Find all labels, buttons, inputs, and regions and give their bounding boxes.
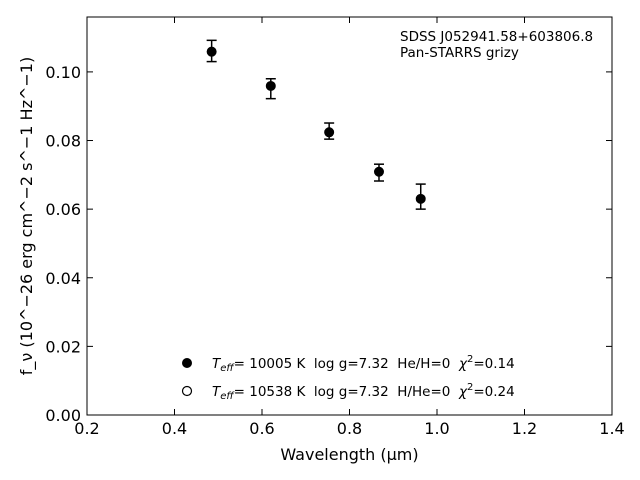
x-tick-label: 0.8: [337, 419, 362, 438]
y-tick-label: 0.08: [45, 132, 81, 151]
x-tick-label: 1.4: [599, 419, 624, 438]
legend-marker-open: [181, 385, 193, 397]
data-point: [265, 80, 276, 91]
y-tick-label: 0.00: [45, 406, 81, 425]
y-tick-label: 0.06: [45, 200, 81, 219]
x-tick-label: 1.2: [512, 419, 537, 438]
x-axis-label: Wavelength (μm): [280, 445, 418, 464]
data-point: [415, 193, 426, 204]
y-tick-label: 0.02: [45, 337, 81, 356]
x-tick-label: 0.2: [74, 419, 99, 438]
data-point: [324, 127, 335, 138]
legend-marker-filled: [182, 358, 192, 368]
annotation-object-name: SDSS J052941.58+603806.8: [400, 29, 593, 45]
x-tick-label: 0.6: [249, 419, 274, 438]
y-tick-label: 0.10: [45, 63, 81, 82]
legend: Teff= 10005 K log g=7.32 He/H=0 χ2=0.14 …: [181, 354, 515, 402]
legend-entry-2: Teff= 10538 K log g=7.32 H/He=0 χ2=0.24: [212, 382, 515, 402]
x-axis-ticks: 0.2 0.4 0.6 0.8 1.0 1.2 1.4: [74, 17, 625, 438]
y-tick-label: 0.04: [45, 269, 81, 288]
annotation-survey: Pan-STARRS grizy: [400, 45, 519, 61]
data-points: [206, 39, 426, 210]
x-tick-label: 0.4: [162, 419, 187, 438]
data-point: [206, 46, 217, 57]
x-tick-label: 1.0: [424, 419, 449, 438]
y-axis-label: f_ν (10^−26 erg cm^−2 s^−1 Hz^−1): [17, 57, 37, 375]
data-point: [373, 166, 384, 177]
y-axis-ticks: 0.00 0.02 0.04 0.06 0.08 0.10: [45, 63, 612, 425]
legend-entry-1: Teff= 10005 K log g=7.32 He/H=0 χ2=0.14: [212, 354, 515, 374]
